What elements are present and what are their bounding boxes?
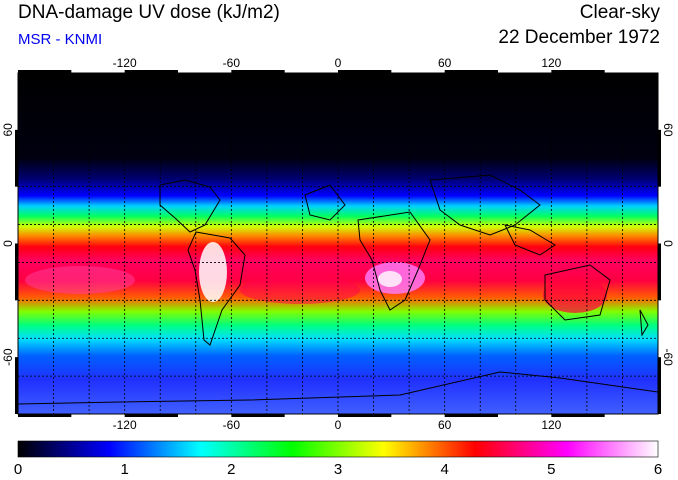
colorbar [17,440,659,458]
colorbar-tick-label: 3 [334,461,342,478]
longitude-label-bottom: 60 [438,418,452,432]
frame-segment [444,70,498,73]
longitude-label-top: 120 [541,56,561,70]
longitude-labels-bottom: -120 -60 0 60 120 [113,418,562,432]
frame-segment [444,414,498,417]
colorbar-tick-label: 4 [440,461,448,478]
latitude-label-right: 0 [661,240,675,247]
uv-hotspots [25,242,607,313]
latitude-label-left: -60 [1,348,15,366]
coastlines [18,174,658,405]
latitude-labels-left: 60 0 -60 [1,123,15,366]
latitude-label-left: 60 [1,123,15,137]
map-title: DNA-damage UV dose (kJ/m2) [18,2,280,23]
colorbar-tick-label: 6 [654,461,662,478]
frame-segment [15,243,18,301]
longitude-label-top: 60 [438,56,452,70]
data-source-label: MSR - KNMI [18,31,103,48]
frame-segment [658,243,661,301]
longitude-label-top: -60 [223,56,241,70]
frame-segment [551,414,605,417]
colorbar-labels: 0 1 2 3 4 5 6 [14,461,662,478]
latitude-label-left: 0 [1,240,15,247]
frame-segment [124,414,178,417]
graticule [18,73,658,414]
sky-condition-label: Clear-sky [579,2,660,23]
frame-ticks [15,70,661,417]
frame-segment [338,414,392,417]
frame-segment [15,129,18,187]
frame-segment [551,70,605,73]
frame-segment [231,70,285,73]
longitude-label-bottom: -120 [113,418,137,432]
colorbar-tick-label: 2 [227,461,235,478]
colorbar-tick-label: 1 [120,461,128,478]
date-label: 22 December 1972 [498,27,660,48]
latitude-labels-right: 60 0 -60 [661,123,675,366]
longitude-label-bottom: 120 [541,418,561,432]
latitude-label-right: -60 [661,348,675,366]
frame-segment [338,70,392,73]
frame-segment [658,129,661,187]
frame-segment [15,357,18,414]
frame-segment [18,70,72,73]
frame-segment [231,414,285,417]
longitude-label-top: -120 [113,56,137,70]
frame-segment [124,70,178,73]
longitude-label-bottom: 0 [335,418,342,432]
frame-segment [658,357,661,414]
latitude-label-right: 60 [661,123,675,137]
longitude-label-bottom: -60 [223,418,241,432]
frame-segment [18,414,72,417]
longitude-label-top: 0 [335,56,342,70]
longitude-labels-top: -120 -60 0 60 120 [113,56,562,70]
colorbar-tick-label: 5 [547,461,555,478]
colorbar-tick-label: 0 [14,461,22,478]
